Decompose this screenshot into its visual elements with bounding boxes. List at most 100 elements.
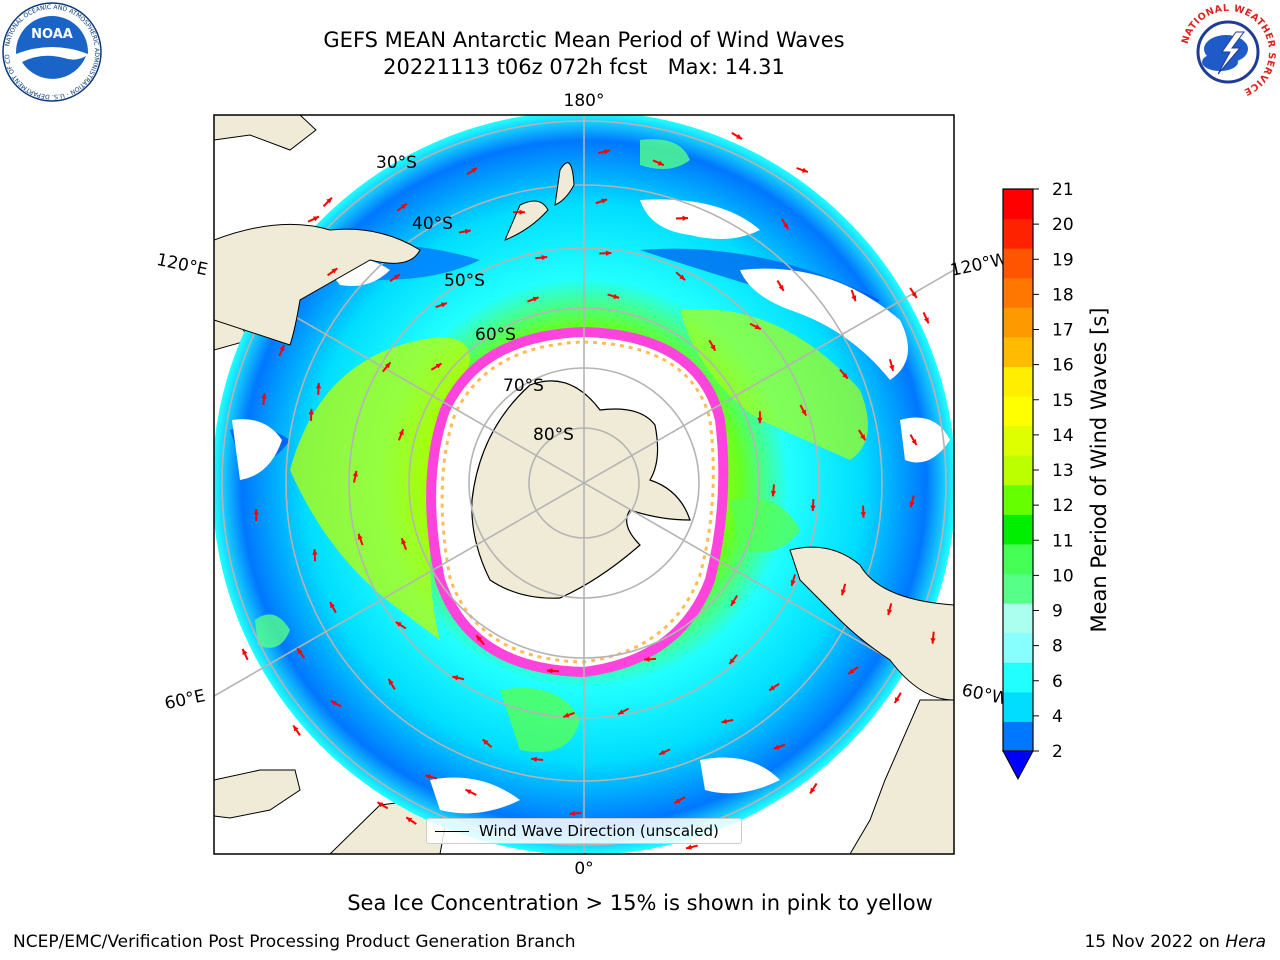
colorbar-bin <box>1003 484 1033 515</box>
lon-label-upper-left: 120°E <box>155 250 210 280</box>
wave-arrow <box>731 132 743 140</box>
wave-arrow <box>799 404 808 416</box>
colorbar-tick-label: 4 <box>1052 707 1063 727</box>
title-line-2: 20221113 t06z 072h fcst Max: 14.31 <box>383 55 785 79</box>
wave-arrow <box>597 149 611 155</box>
wave-arrow <box>424 774 438 780</box>
colorbar-tick-label: 10 <box>1052 566 1074 586</box>
wave-arrow <box>330 699 342 708</box>
wave-arrow <box>757 411 763 424</box>
wave-arrow <box>395 621 407 630</box>
wave-arrow <box>909 287 918 299</box>
wave-arrow <box>893 692 902 704</box>
lat-label-40s: 40°S <box>412 214 453 234</box>
colorbar-tick-label: 11 <box>1052 531 1074 551</box>
wave-arrow <box>909 434 918 446</box>
wave-arrow <box>400 538 407 550</box>
colorbar-bin <box>1003 336 1033 367</box>
wave-arrow <box>569 810 582 817</box>
wave-arrow <box>315 382 322 395</box>
colorbar-bin <box>1003 307 1033 338</box>
wave-arrow <box>839 368 849 380</box>
wave-arrow <box>810 499 816 512</box>
wave-arrow <box>546 668 560 674</box>
wave-arrow <box>329 601 337 614</box>
wave-arrow <box>840 583 847 596</box>
wave-arrow <box>708 339 717 352</box>
lon-label-upper-right: 120°W <box>949 249 1010 281</box>
lat-label-30s: 30°S <box>376 153 417 173</box>
colorbar-bin <box>1003 662 1033 693</box>
wave-arrow <box>888 358 895 372</box>
wave-arrow <box>535 254 548 261</box>
sea-ice-note: Sea Ice Concentration > 15% is shown in … <box>347 891 933 915</box>
wave-arrow <box>858 429 867 441</box>
lat-label-50s: 50°S <box>444 271 485 291</box>
wave-arrow <box>790 574 797 587</box>
title-line-1: GEFS MEAN Antarctic Mean Period of Wind … <box>323 28 845 52</box>
colorbar-extend-triangle <box>1002 750 1034 781</box>
noaa-logo: NATIONAL OCEANIC AND ATMOSPHERIC ADMINIS… <box>2 2 102 102</box>
lat-label-80s: 80°S <box>533 425 574 445</box>
colorbar-label: Mean Period of Wind Waves [s] <box>1087 308 1111 633</box>
colorbar-tick-label: 15 <box>1052 391 1074 411</box>
wave-arrow <box>652 159 665 167</box>
wave-arrow <box>595 198 608 205</box>
svg-text:NOAA: NOAA <box>31 27 73 42</box>
nws-logo: NATIONAL WEATHER SERVICE <box>1179 3 1277 101</box>
colorbar-bin <box>1003 248 1033 279</box>
colorbar-tick-label: 18 <box>1052 285 1074 305</box>
wave-arrow <box>860 505 866 518</box>
wave-arrow <box>458 228 471 234</box>
colorbar-tick-label: 16 <box>1052 356 1074 376</box>
wave-arrow <box>773 743 786 750</box>
wave-arrow <box>887 603 893 616</box>
wave-arrow <box>685 844 698 850</box>
colorbar: 2 4 6 8 9 10 11 12 13 14 15 16 17 18 19 20 21 <box>1002 180 1074 781</box>
colorbar-bin <box>1003 218 1033 249</box>
lon-label-top: 180° <box>564 91 605 111</box>
colorbar-tick-label: 19 <box>1052 250 1074 270</box>
lon-label-lower-left: 60°E <box>163 686 207 714</box>
colorbar-bin <box>1003 366 1033 397</box>
wave-arrow <box>658 748 671 756</box>
wave-arrow <box>396 202 408 212</box>
wave-arrow <box>527 296 540 303</box>
wave-arrow <box>675 271 686 281</box>
map-frame <box>213 114 955 855</box>
wave-arrow <box>599 250 612 256</box>
wave-arrow <box>465 788 477 796</box>
legend: Wind Wave Direction (unscaled) <box>426 818 742 844</box>
wave-arrow <box>352 470 358 483</box>
wave-arrow <box>675 215 688 221</box>
colorbar-bin <box>1003 632 1033 663</box>
legend-label: Wind Wave Direction (unscaled) <box>479 822 719 840</box>
wave-arrow <box>850 289 857 302</box>
wave-arrow <box>749 322 762 331</box>
wave-arrow <box>607 293 620 299</box>
colorbar-bin <box>1003 455 1033 486</box>
machine-name: Hera <box>1225 932 1266 952</box>
colorbar-bin <box>1003 721 1033 752</box>
mid-latitude-land <box>214 162 954 701</box>
wave-arrow <box>435 302 448 309</box>
colorbar-bin <box>1003 514 1033 545</box>
colorbar-tick-label: 12 <box>1052 496 1074 516</box>
colorbar-tick-label: 21 <box>1052 180 1074 200</box>
antarctica-land <box>471 380 691 599</box>
wave-arrow <box>452 675 465 681</box>
wave-arrow <box>728 654 738 665</box>
wave-arrow <box>562 711 575 718</box>
wave-arrow <box>531 756 544 762</box>
wave-arrow <box>397 428 405 441</box>
wave-arrow <box>770 484 777 497</box>
wave-arrow <box>322 197 333 208</box>
colorbar-tick-label: 9 <box>1052 602 1063 622</box>
colorbar-tick-label: 8 <box>1052 637 1063 657</box>
lat-label-70s: 70°S <box>503 376 544 396</box>
wave-arrow <box>768 682 780 692</box>
wave-arrow <box>253 508 259 521</box>
wave-arrow <box>909 495 915 508</box>
date-line: 15 Nov 2022 on Hera <box>1084 932 1266 952</box>
wave-arrow <box>796 167 809 173</box>
